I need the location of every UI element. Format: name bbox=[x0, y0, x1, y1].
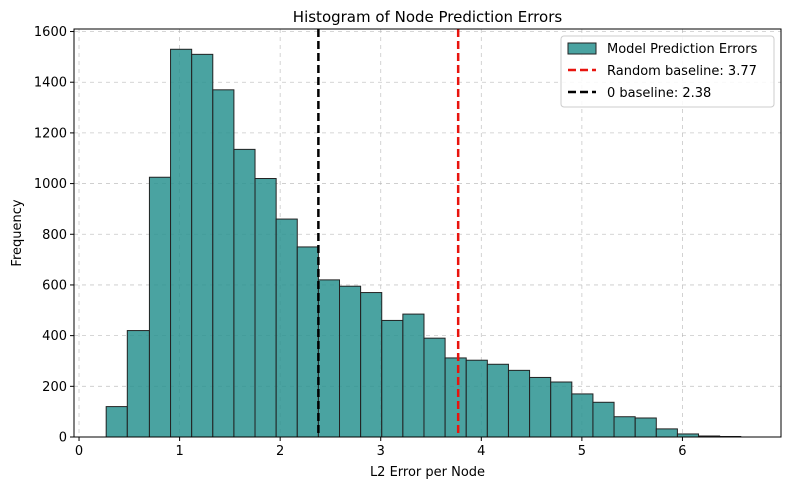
x-axis-label: L2 Error per Node bbox=[370, 465, 485, 480]
legend-box bbox=[560, 35, 775, 108]
x-tick-label: 1 bbox=[175, 444, 183, 459]
histogram-bar bbox=[550, 381, 573, 438]
y-tick-label: 400 bbox=[42, 329, 67, 344]
x-tick-label: 2 bbox=[276, 444, 284, 459]
histogram-bar bbox=[402, 313, 425, 438]
y-tick-label: 800 bbox=[42, 228, 67, 243]
y-tick-label: 1600 bbox=[34, 25, 67, 40]
histogram-bar bbox=[360, 292, 383, 438]
axis-ticks: 0 1 2 3 4 5 6 0 200 400 600 800 1000 1200 1400 1600 bbox=[34, 25, 687, 459]
histogram-bar bbox=[148, 176, 172, 438]
histogram-bar bbox=[529, 376, 552, 438]
histogram-bar bbox=[105, 406, 128, 438]
y-tick-label: 200 bbox=[42, 380, 67, 395]
histogram-bar bbox=[592, 401, 615, 438]
histogram-bar bbox=[191, 53, 214, 438]
x-tick-label: 6 bbox=[678, 444, 686, 459]
histogram-bar bbox=[381, 319, 404, 438]
histogram-bar bbox=[613, 416, 636, 438]
plot-frame bbox=[73, 28, 782, 438]
histogram-bar bbox=[233, 148, 256, 438]
y-tick-label: 1400 bbox=[34, 76, 67, 91]
legend-label-zero-baseline: 0 baseline: 2.38 bbox=[607, 86, 711, 101]
y-tick-label: 1000 bbox=[34, 177, 67, 192]
x-tick-label: 0 bbox=[75, 444, 83, 459]
legend-label-model-errors: Model Prediction Errors bbox=[607, 42, 758, 57]
histogram-bar bbox=[634, 417, 657, 438]
legend-swatch-model-errors bbox=[567, 42, 597, 55]
chart-title: Histogram of Node Prediction Errors bbox=[293, 8, 563, 26]
histogram-bar bbox=[212, 89, 235, 438]
y-tick-label: 1200 bbox=[34, 126, 67, 141]
histogram-bar bbox=[423, 337, 446, 438]
histogram-bar bbox=[507, 369, 531, 438]
x-tick-label: 4 bbox=[477, 444, 485, 459]
histogram-bar bbox=[486, 363, 509, 438]
legend: Model Prediction Errors Random baseline:… bbox=[560, 35, 775, 108]
histogram-bar bbox=[655, 428, 678, 438]
histogram-bar bbox=[296, 246, 319, 438]
histogram-bar bbox=[465, 359, 488, 438]
histogram-bars bbox=[105, 48, 742, 438]
legend-label-random-baseline: Random baseline: 3.77 bbox=[607, 64, 757, 79]
y-axis-label: Frequency bbox=[10, 199, 25, 266]
histogram-bar bbox=[317, 279, 341, 438]
histogram-bar bbox=[275, 218, 298, 438]
x-tick-label: 3 bbox=[377, 444, 385, 459]
histogram-bar bbox=[254, 178, 277, 438]
histogram-bar bbox=[170, 48, 193, 438]
x-tick-label: 5 bbox=[578, 444, 586, 459]
histogram-bar bbox=[571, 393, 594, 438]
histogram-bar bbox=[126, 330, 150, 438]
baseline-lines bbox=[317, 29, 460, 437]
histogram-bar bbox=[339, 285, 362, 438]
histogram-bar bbox=[444, 357, 467, 438]
y-tick-label: 600 bbox=[42, 278, 67, 293]
y-tick-label: 0 bbox=[59, 431, 67, 446]
